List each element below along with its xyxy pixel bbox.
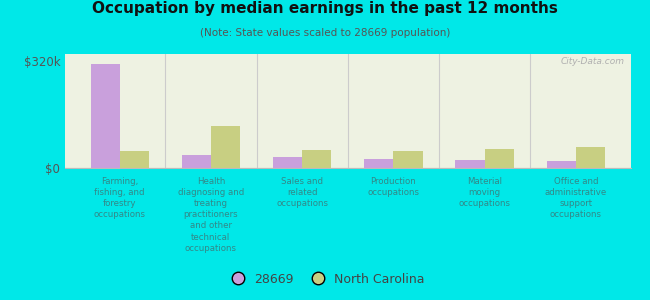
Text: Sales and
related
occupations: Sales and related occupations (276, 177, 328, 208)
Bar (302, 150, 332, 168)
Text: Office and
administrative
support
occupations: Office and administrative support occupa… (545, 177, 607, 219)
Bar (576, 147, 605, 168)
Bar (120, 151, 149, 168)
Legend: 28669, North Carolina: 28669, North Carolina (220, 268, 430, 291)
Text: Material
moving
occupations: Material moving occupations (458, 177, 510, 208)
Text: (Note: State values scaled to 28669 population): (Note: State values scaled to 28669 popu… (200, 28, 450, 38)
Text: Occupation by median earnings in the past 12 months: Occupation by median earnings in the pas… (92, 2, 558, 16)
Bar (211, 126, 240, 168)
Bar (364, 159, 393, 168)
Text: Farming,
fishing, and
forestry
occupations: Farming, fishing, and forestry occupatio… (94, 177, 146, 219)
Bar (484, 148, 514, 168)
Text: City-Data.com: City-Data.com (561, 57, 625, 66)
Bar (182, 155, 211, 168)
Bar (273, 157, 302, 168)
Bar (393, 151, 422, 168)
Text: Health
diagnosing and
treating
practitioners
and other
technical
occupations: Health diagnosing and treating practitio… (178, 177, 244, 253)
Bar (547, 160, 576, 168)
Bar (456, 160, 484, 168)
Bar (90, 64, 120, 168)
Text: Production
occupations: Production occupations (367, 177, 419, 197)
